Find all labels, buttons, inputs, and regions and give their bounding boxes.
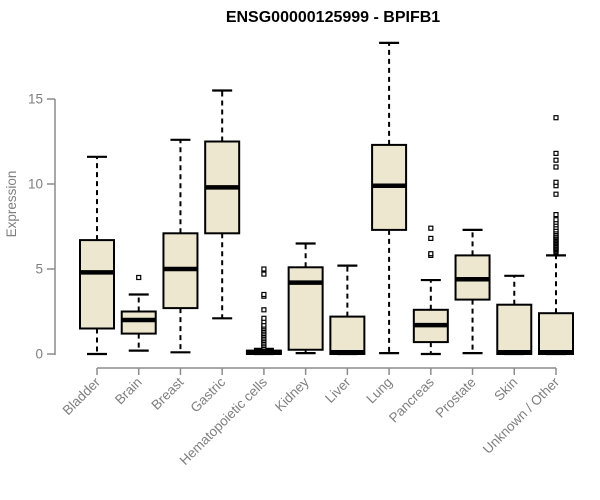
chart-title: ENSG00000125999 - BPIFB1 [226,9,440,26]
outlier-point [261,291,267,298]
iqr-box [329,315,366,356]
box-group-pancreas [412,225,449,356]
outlier-point [553,157,559,163]
iqr-box [538,312,574,356]
x-tick-label-bladder: Bladder [60,374,104,418]
iqr-box [120,310,157,335]
box-group-kidney [287,242,324,355]
y-tick-label: 10 [28,177,43,192]
box-group-brain [120,274,157,352]
x-tick-label-pancreas: Pancreas [386,374,437,425]
outlier-point [428,251,434,257]
outlier-point [553,191,559,197]
box-group-skin [496,274,533,356]
outlier-point [136,274,142,281]
box-series [79,41,574,356]
box-group-hematopoietic-cells [245,266,282,356]
x-tick-label-gastric: Gastric [187,374,228,415]
y-tick-label: 15 [28,92,43,107]
outlier-point [428,225,434,231]
outlier-point [553,212,559,218]
y-axis-title: Expression [4,171,19,238]
x-tick-label-lung: Lung [363,375,395,407]
outlier-point [553,115,559,121]
box-group-unknown-other [538,115,574,356]
outlier-point [553,150,559,156]
iqr-box [79,239,115,330]
y-tick-label: 0 [35,347,43,362]
outlier-point [261,271,267,277]
outlier-point [553,179,559,185]
x-tick-label-prostate: Prostate [433,375,479,421]
outlier-point [261,266,267,272]
iqr-box [496,303,533,356]
iqr-box [287,266,324,351]
box-group-prostate [454,228,491,355]
x-tick-label-kidney: Kidney [272,374,312,414]
box-group-liver [329,264,366,356]
box-group-breast [162,138,199,354]
y-tick-label: 5 [35,262,43,277]
box-group-bladder [79,155,115,356]
outlier-point [428,235,434,241]
x-tick-label-skin: Skin [491,375,520,404]
box-group-lung [371,41,408,355]
box-group-gastric [204,89,241,320]
outlier-point [553,217,559,223]
outlier-point [261,315,267,321]
outlier-point [261,307,267,313]
x-tick-label-breast: Breast [148,374,186,412]
x-tick-label-unknown-other: Unknown / Other [480,374,563,457]
outlier-point [553,164,559,170]
x-tick-label-liver: Liver [322,374,354,406]
x-tick-label-brain: Brain [112,375,145,408]
